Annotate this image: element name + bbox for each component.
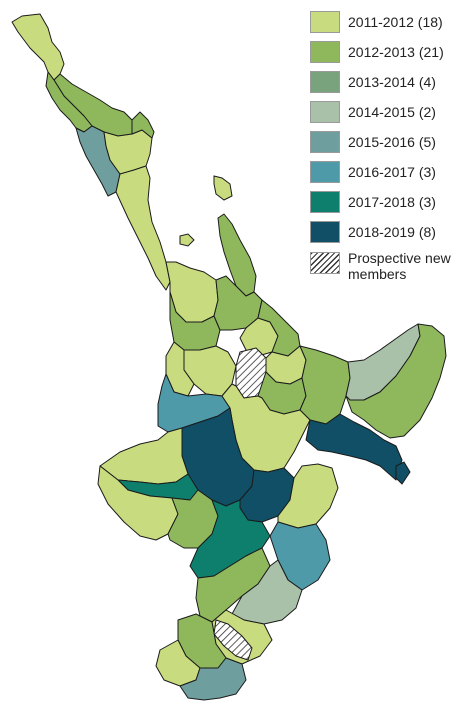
island-great-barrier [213, 175, 233, 201]
legend-swatch [310, 101, 340, 123]
legend-item-2016-2017: 2016-2017 (3) [310, 160, 468, 184]
region-whakatane [299, 345, 351, 425]
legend-label: 2014-2015 (2) [348, 104, 436, 120]
legend-label: 2016-2017 (3) [348, 164, 436, 180]
region-hastings [277, 463, 339, 529]
legend-swatch [310, 11, 340, 33]
legend-item-2015-2016: 2015-2016 (5) [310, 130, 468, 154]
legend-swatch [310, 221, 340, 243]
legend-label: 2017-2018 (3) [348, 194, 436, 210]
region-waikato-central [169, 291, 221, 351]
region-tongariro [239, 467, 295, 523]
region-far-north [11, 13, 65, 81]
region-upper-hutt-prospective [213, 619, 253, 661]
legend-swatch [310, 191, 340, 213]
legend-item-2012-2013: 2012-2013 (21) [310, 40, 468, 64]
region-wellington [179, 657, 247, 701]
legend-item-2013-2014: 2013-2014 (4) [310, 70, 468, 94]
legend-item-2017-2018: 2017-2018 (3) [310, 190, 468, 214]
island-waiheke [179, 233, 195, 247]
legend-item-2014-2015: 2014-2015 (2) [310, 100, 468, 124]
legend-item-2018-2019: 2018-2019 (8) [310, 220, 468, 244]
legend-item-prospective: Prospective new members [310, 250, 468, 286]
legend-label: 2012-2013 (21) [348, 44, 444, 60]
legend-swatch [310, 131, 340, 153]
region-auckland [115, 165, 171, 291]
legend-label: 2015-2016 (5) [348, 134, 436, 150]
region-whangarei [103, 129, 153, 175]
legend-swatch [310, 161, 340, 183]
region-northland-east [131, 111, 155, 139]
legend-swatch [310, 71, 340, 93]
legend: 2011-2012 (18) 2012-2013 (21) 2013-2014 … [310, 10, 468, 292]
region-gisborne [345, 323, 447, 439]
legend-label: 2011-2012 (18) [348, 14, 443, 30]
legend-label: 2018-2019 (8) [348, 224, 436, 240]
legend-label: Prospective new members [348, 250, 451, 282]
legend-item-2011-2012: 2011-2012 (18) [310, 10, 468, 34]
legend-label: 2013-2014 (4) [348, 74, 436, 90]
region-new-plymouth [99, 427, 189, 485]
legend-swatch-hatched [310, 252, 340, 274]
legend-swatch [310, 41, 340, 63]
island-mahia [395, 461, 411, 485]
